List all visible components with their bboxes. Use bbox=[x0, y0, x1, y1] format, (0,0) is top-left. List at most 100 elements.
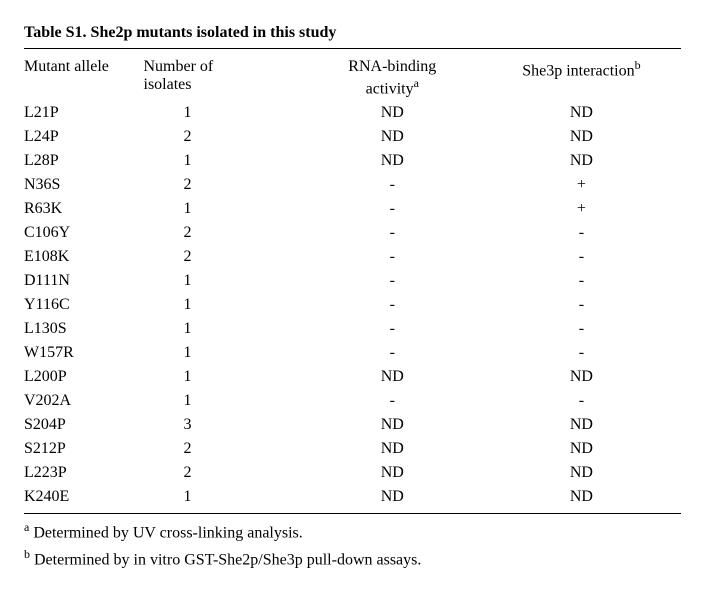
cell-rna: ND bbox=[303, 125, 482, 149]
cell-allele: L28P bbox=[24, 149, 144, 173]
cell-she3p: ND bbox=[482, 413, 681, 437]
cell-rna: ND bbox=[303, 461, 482, 485]
sup-a: a bbox=[414, 76, 419, 90]
table-row: L223P2NDND bbox=[24, 461, 681, 485]
cell-she3p: - bbox=[482, 245, 681, 269]
table-row: S204P3NDND bbox=[24, 413, 681, 437]
cell-rna: - bbox=[303, 317, 482, 341]
table-row: L28P1NDND bbox=[24, 149, 681, 173]
cell-allele: E108K bbox=[24, 245, 144, 269]
cell-isolates: 2 bbox=[144, 461, 303, 485]
cell-isolates: 2 bbox=[144, 245, 303, 269]
cell-allele: L130S bbox=[24, 317, 144, 341]
cell-isolates: 3 bbox=[144, 413, 303, 437]
footnote-b-text: Determined by in vitro GST-She2p/She3p p… bbox=[30, 551, 421, 568]
header-rna: RNA-binding activitya bbox=[303, 55, 482, 101]
cell-isolates: 1 bbox=[144, 389, 303, 413]
cell-allele: S204P bbox=[24, 413, 144, 437]
cell-she3p: - bbox=[482, 221, 681, 245]
table-row: V202A1-- bbox=[24, 389, 681, 413]
table-row: D111N1-- bbox=[24, 269, 681, 293]
cell-allele: L21P bbox=[24, 101, 144, 125]
cell-she3p: ND bbox=[482, 125, 681, 149]
cell-allele: L200P bbox=[24, 365, 144, 389]
cell-she3p: - bbox=[482, 341, 681, 365]
header-she3p-text: She3p interaction bbox=[522, 62, 634, 79]
cell-she3p: - bbox=[482, 317, 681, 341]
table-row: S212P2NDND bbox=[24, 437, 681, 461]
cell-allele: W157R bbox=[24, 341, 144, 365]
cell-allele: V202A bbox=[24, 389, 144, 413]
cell-rna: - bbox=[303, 197, 482, 221]
cell-isolates: 2 bbox=[144, 125, 303, 149]
cell-she3p: - bbox=[482, 389, 681, 413]
cell-rna: ND bbox=[303, 149, 482, 173]
cell-isolates: 1 bbox=[144, 101, 303, 125]
header-isolates-l2: isolates bbox=[144, 76, 192, 93]
cell-isolates: 1 bbox=[144, 485, 303, 509]
cell-rna: - bbox=[303, 221, 482, 245]
cell-she3p: - bbox=[482, 269, 681, 293]
footnote-a-text: Determined by UV cross-linking analysis. bbox=[29, 525, 302, 542]
cell-isolates: 2 bbox=[144, 173, 303, 197]
cell-isolates: 1 bbox=[144, 197, 303, 221]
cell-isolates: 1 bbox=[144, 365, 303, 389]
mutants-table: Mutant allele Number of isolates RNA-bin… bbox=[24, 55, 681, 509]
cell-rna: ND bbox=[303, 437, 482, 461]
cell-allele: D111N bbox=[24, 269, 144, 293]
cell-she3p: ND bbox=[482, 149, 681, 173]
cell-she3p: ND bbox=[482, 485, 681, 509]
cell-rna: ND bbox=[303, 413, 482, 437]
footnote-a: a Determined by UV cross-linking analysi… bbox=[24, 520, 681, 542]
table-row: K240E1NDND bbox=[24, 485, 681, 509]
cell-rna: ND bbox=[303, 485, 482, 509]
table-row: N36S2-+ bbox=[24, 173, 681, 197]
header-rna-l1: RNA-binding bbox=[348, 58, 436, 75]
cell-she3p: + bbox=[482, 197, 681, 221]
header-isolates-l1: Number of bbox=[144, 58, 214, 75]
footnote-b: b Determined by in vitro GST-She2p/She3p… bbox=[24, 547, 681, 569]
divider-top bbox=[24, 48, 681, 49]
cell-allele: Y116C bbox=[24, 293, 144, 317]
header-isolates: Number of isolates bbox=[144, 55, 303, 101]
cell-isolates: 2 bbox=[144, 221, 303, 245]
table-row: E108K2-- bbox=[24, 245, 681, 269]
cell-she3p: ND bbox=[482, 365, 681, 389]
cell-isolates: 1 bbox=[144, 317, 303, 341]
cell-she3p: ND bbox=[482, 101, 681, 125]
table-row: L200P1NDND bbox=[24, 365, 681, 389]
table-row: L21P1NDND bbox=[24, 101, 681, 125]
cell-allele: R63K bbox=[24, 197, 144, 221]
header-she3p: She3p interactionb bbox=[482, 55, 681, 101]
cell-allele: N36S bbox=[24, 173, 144, 197]
cell-she3p: + bbox=[482, 173, 681, 197]
table-title: Table S1. She2p mutants isolated in this… bbox=[24, 24, 681, 42]
cell-rna: - bbox=[303, 293, 482, 317]
table-row: R63K1-+ bbox=[24, 197, 681, 221]
cell-rna: ND bbox=[303, 365, 482, 389]
cell-isolates: 1 bbox=[144, 149, 303, 173]
table-row: C106Y2-- bbox=[24, 221, 681, 245]
cell-isolates: 1 bbox=[144, 293, 303, 317]
cell-she3p: - bbox=[482, 293, 681, 317]
table-row: L130S1-- bbox=[24, 317, 681, 341]
cell-rna: - bbox=[303, 173, 482, 197]
table-row: L24P2NDND bbox=[24, 125, 681, 149]
cell-allele: L223P bbox=[24, 461, 144, 485]
divider-bottom bbox=[24, 513, 681, 514]
cell-allele: S212P bbox=[24, 437, 144, 461]
cell-isolates: 2 bbox=[144, 437, 303, 461]
cell-allele: K240E bbox=[24, 485, 144, 509]
header-allele: Mutant allele bbox=[24, 55, 144, 101]
cell-isolates: 1 bbox=[144, 269, 303, 293]
cell-she3p: ND bbox=[482, 437, 681, 461]
table-row: W157R1-- bbox=[24, 341, 681, 365]
cell-isolates: 1 bbox=[144, 341, 303, 365]
cell-rna: ND bbox=[303, 101, 482, 125]
cell-allele: C106Y bbox=[24, 221, 144, 245]
cell-rna: - bbox=[303, 341, 482, 365]
cell-rna: - bbox=[303, 389, 482, 413]
table-row: Y116C1-- bbox=[24, 293, 681, 317]
cell-rna: - bbox=[303, 269, 482, 293]
cell-allele: L24P bbox=[24, 125, 144, 149]
